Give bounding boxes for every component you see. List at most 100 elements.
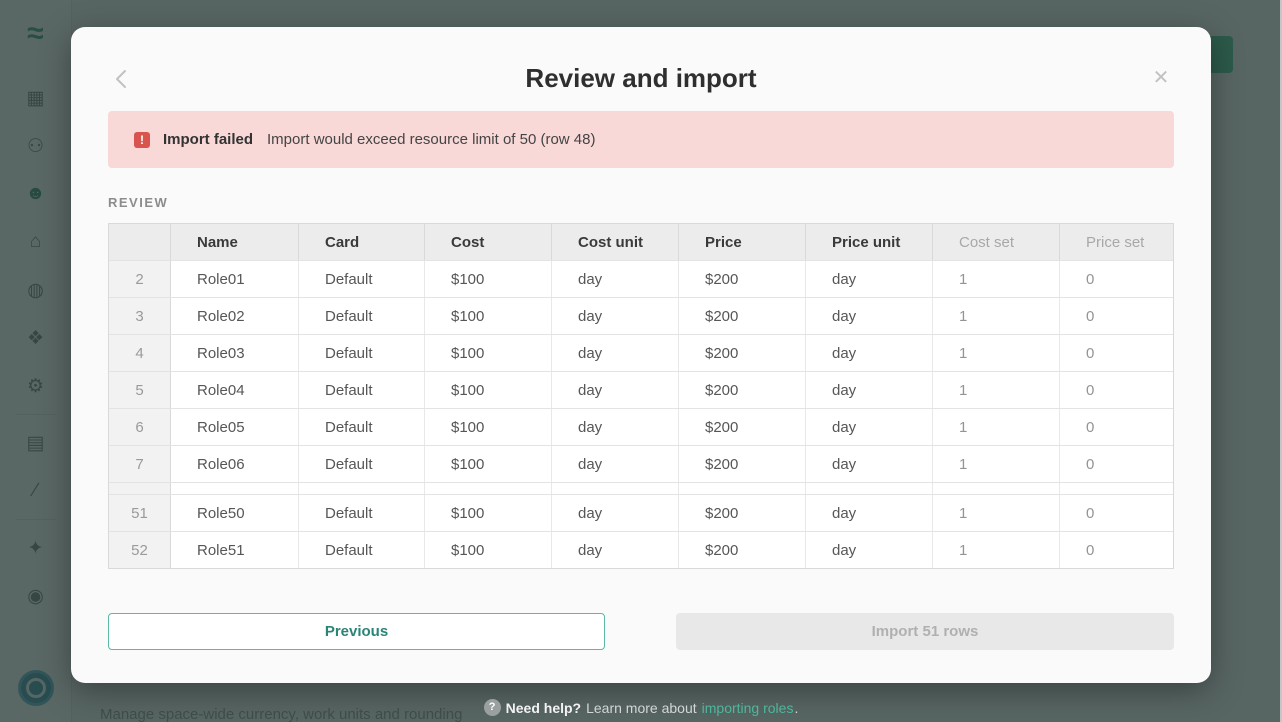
review-section-label: REVIEW: [108, 195, 169, 210]
table-cell: day: [552, 335, 679, 371]
table-cell: 1: [933, 261, 1060, 297]
table-cell: Role03: [171, 335, 299, 371]
table-row: 2 Role01 Default $100 day $200 day 1 0: [109, 260, 1173, 297]
table-cell: [171, 483, 299, 494]
table-row: 6 Role05 Default $100 day $200 day 1 0: [109, 408, 1173, 445]
table-cell: day: [552, 532, 679, 568]
table-cell: Role51: [171, 532, 299, 568]
table-cell: day: [806, 372, 933, 408]
table-cell: $200: [679, 298, 806, 334]
table-cell: 1: [933, 532, 1060, 568]
table-cell: $100: [425, 495, 552, 531]
error-banner-message: Import would exceed resource limit of 50…: [267, 131, 596, 148]
row-number-cell: 51: [109, 495, 171, 531]
error-banner-title: Import failed: [163, 131, 254, 148]
table-cell: $200: [679, 409, 806, 445]
table-cell: day: [806, 409, 933, 445]
table-cell: Default: [299, 532, 425, 568]
table-cell: 0: [1086, 270, 1095, 288]
row-number-cell: 5: [109, 372, 171, 408]
back-button[interactable]: [109, 67, 133, 93]
table-cell: day: [552, 409, 679, 445]
table-cell: Role05: [171, 409, 299, 445]
import-button[interactable]: Import 51 rows: [676, 613, 1174, 650]
table-cell: $100: [425, 409, 552, 445]
row-number-cell: 52: [109, 532, 171, 568]
table-cell: Role04: [171, 372, 299, 408]
table-cell: Default: [299, 446, 425, 482]
table-gap-row: [109, 482, 1173, 494]
previous-button[interactable]: Previous: [108, 613, 605, 650]
table-cell: 0: [1086, 344, 1095, 362]
table-cell: $100: [425, 532, 552, 568]
table-cell: $200: [679, 335, 806, 371]
column-header-row-number: [109, 224, 171, 260]
table-cell: 0: [1086, 455, 1095, 473]
column-header-name: Name: [171, 224, 299, 260]
table-cell: 1: [933, 409, 1060, 445]
table-cell: 0: [1086, 307, 1095, 325]
table-cell: day: [552, 446, 679, 482]
window-edge: [1280, 0, 1282, 722]
table-row: 4 Role03 Default $100 day $200 day 1 0: [109, 334, 1173, 371]
table-body: 2 Role01 Default $100 day $200 day 1 0 3 Role02 Def…: [109, 260, 1173, 568]
modal-actions: Previous Import 51 rows: [108, 613, 1174, 650]
modal-header: Review and import ✕: [71, 27, 1211, 111]
table-row: 7 Role06 Default $100 day $200 day 1 0: [109, 445, 1173, 482]
table-cell: [933, 483, 1060, 494]
table-cell: day: [806, 335, 933, 371]
table-cell: day: [552, 495, 679, 531]
table-cell: Role02: [171, 298, 299, 334]
table-cell: Default: [299, 495, 425, 531]
close-button[interactable]: ✕: [1149, 65, 1173, 91]
table-header: Name Card Cost Cost unit Price Price unit Cost…: [109, 224, 1173, 260]
table-cell: day: [552, 298, 679, 334]
table-cell: $100: [425, 335, 552, 371]
table-cell: Role01: [171, 261, 299, 297]
chevron-left-icon: [116, 70, 126, 88]
importing-roles-link[interactable]: importing roles: [701, 699, 794, 716]
help-footer-text: Learn more about: [586, 699, 697, 716]
review-import-modal: Review and import ✕ ! Import failed Impo…: [71, 27, 1211, 683]
question-mark-icon: ?: [483, 699, 501, 716]
row-number-cell: 4: [109, 335, 171, 371]
table-cell: $100: [425, 261, 552, 297]
table-cell: Default: [299, 335, 425, 371]
table-cell: 1: [933, 495, 1060, 531]
table-cell: 1: [933, 372, 1060, 408]
table-cell: day: [806, 532, 933, 568]
column-header-cost-unit: Cost unit: [552, 224, 679, 260]
table-cell: day: [552, 372, 679, 408]
column-header-price-set: Price set: [1086, 233, 1145, 251]
table-cell: [552, 483, 679, 494]
table-cell: Role06: [171, 446, 299, 482]
column-header-price: Price: [679, 224, 806, 260]
table-cell: day: [806, 446, 933, 482]
column-header-cost: Cost: [425, 224, 552, 260]
help-footer-period: .: [794, 699, 799, 716]
table-cell: 1: [933, 335, 1060, 371]
error-icon: !: [134, 131, 150, 148]
table-cell: $200: [679, 261, 806, 297]
table-cell: $100: [425, 372, 552, 408]
table-row: 52 Role51 Default $100 day $200 day 1 0: [109, 531, 1173, 568]
table-cell: $100: [425, 446, 552, 482]
table-cell: day: [552, 261, 679, 297]
review-table: Name Card Cost Cost unit Price Price unit Cost…: [108, 223, 1174, 569]
table-cell: 1: [933, 298, 1060, 334]
table-cell: 1: [933, 446, 1060, 482]
table-cell: Role50: [171, 495, 299, 531]
table-cell: [679, 483, 806, 494]
table-cell: $200: [679, 372, 806, 408]
column-header-cost-set: Cost set: [933, 224, 1060, 260]
table-cell: day: [806, 298, 933, 334]
table-cell: 0: [1086, 504, 1095, 522]
row-number-cell: 6: [109, 409, 171, 445]
table-row: 3 Role02 Default $100 day $200 day 1 0: [109, 297, 1173, 334]
table-cell: [299, 483, 425, 494]
row-number-cell: [109, 483, 171, 494]
error-banner: ! Import failed Import would exceed reso…: [108, 111, 1174, 168]
table-cell: 0: [1086, 381, 1095, 399]
table-cell: day: [806, 261, 933, 297]
table-cell: Default: [299, 298, 425, 334]
